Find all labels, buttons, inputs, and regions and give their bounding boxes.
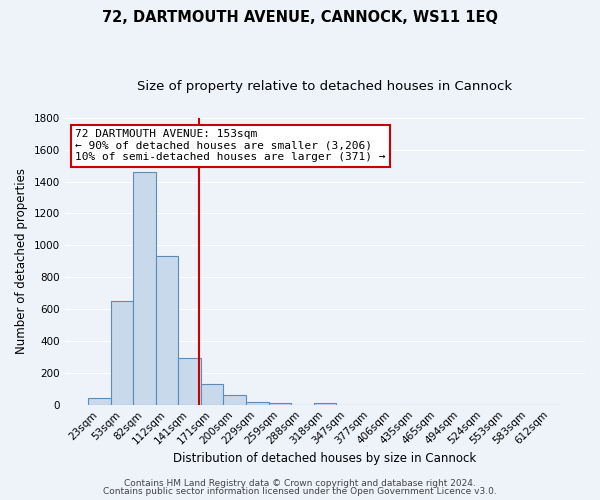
Bar [223, 395, 246, 404]
Bar [156, 256, 178, 404]
Text: Contains public sector information licensed under the Open Government Licence v3: Contains public sector information licen… [103, 487, 497, 496]
Text: Contains HM Land Registry data © Crown copyright and database right 2024.: Contains HM Land Registry data © Crown c… [124, 478, 476, 488]
Text: 72 DARTMOUTH AVENUE: 153sqm
← 90% of detached houses are smaller (3,206)
10% of : 72 DARTMOUTH AVENUE: 153sqm ← 90% of det… [75, 130, 386, 162]
Bar [269, 403, 291, 404]
Bar [314, 403, 336, 404]
Bar [111, 301, 133, 405]
X-axis label: Distribution of detached houses by size in Cannock: Distribution of detached houses by size … [173, 452, 476, 465]
Bar [178, 358, 201, 405]
Text: 72, DARTMOUTH AVENUE, CANNOCK, WS11 1EQ: 72, DARTMOUTH AVENUE, CANNOCK, WS11 1EQ [102, 10, 498, 25]
Title: Size of property relative to detached houses in Cannock: Size of property relative to detached ho… [137, 80, 512, 93]
Y-axis label: Number of detached properties: Number of detached properties [15, 168, 28, 354]
Bar [133, 172, 156, 404]
Bar [201, 384, 223, 404]
Bar [88, 398, 111, 404]
Bar [246, 402, 269, 404]
